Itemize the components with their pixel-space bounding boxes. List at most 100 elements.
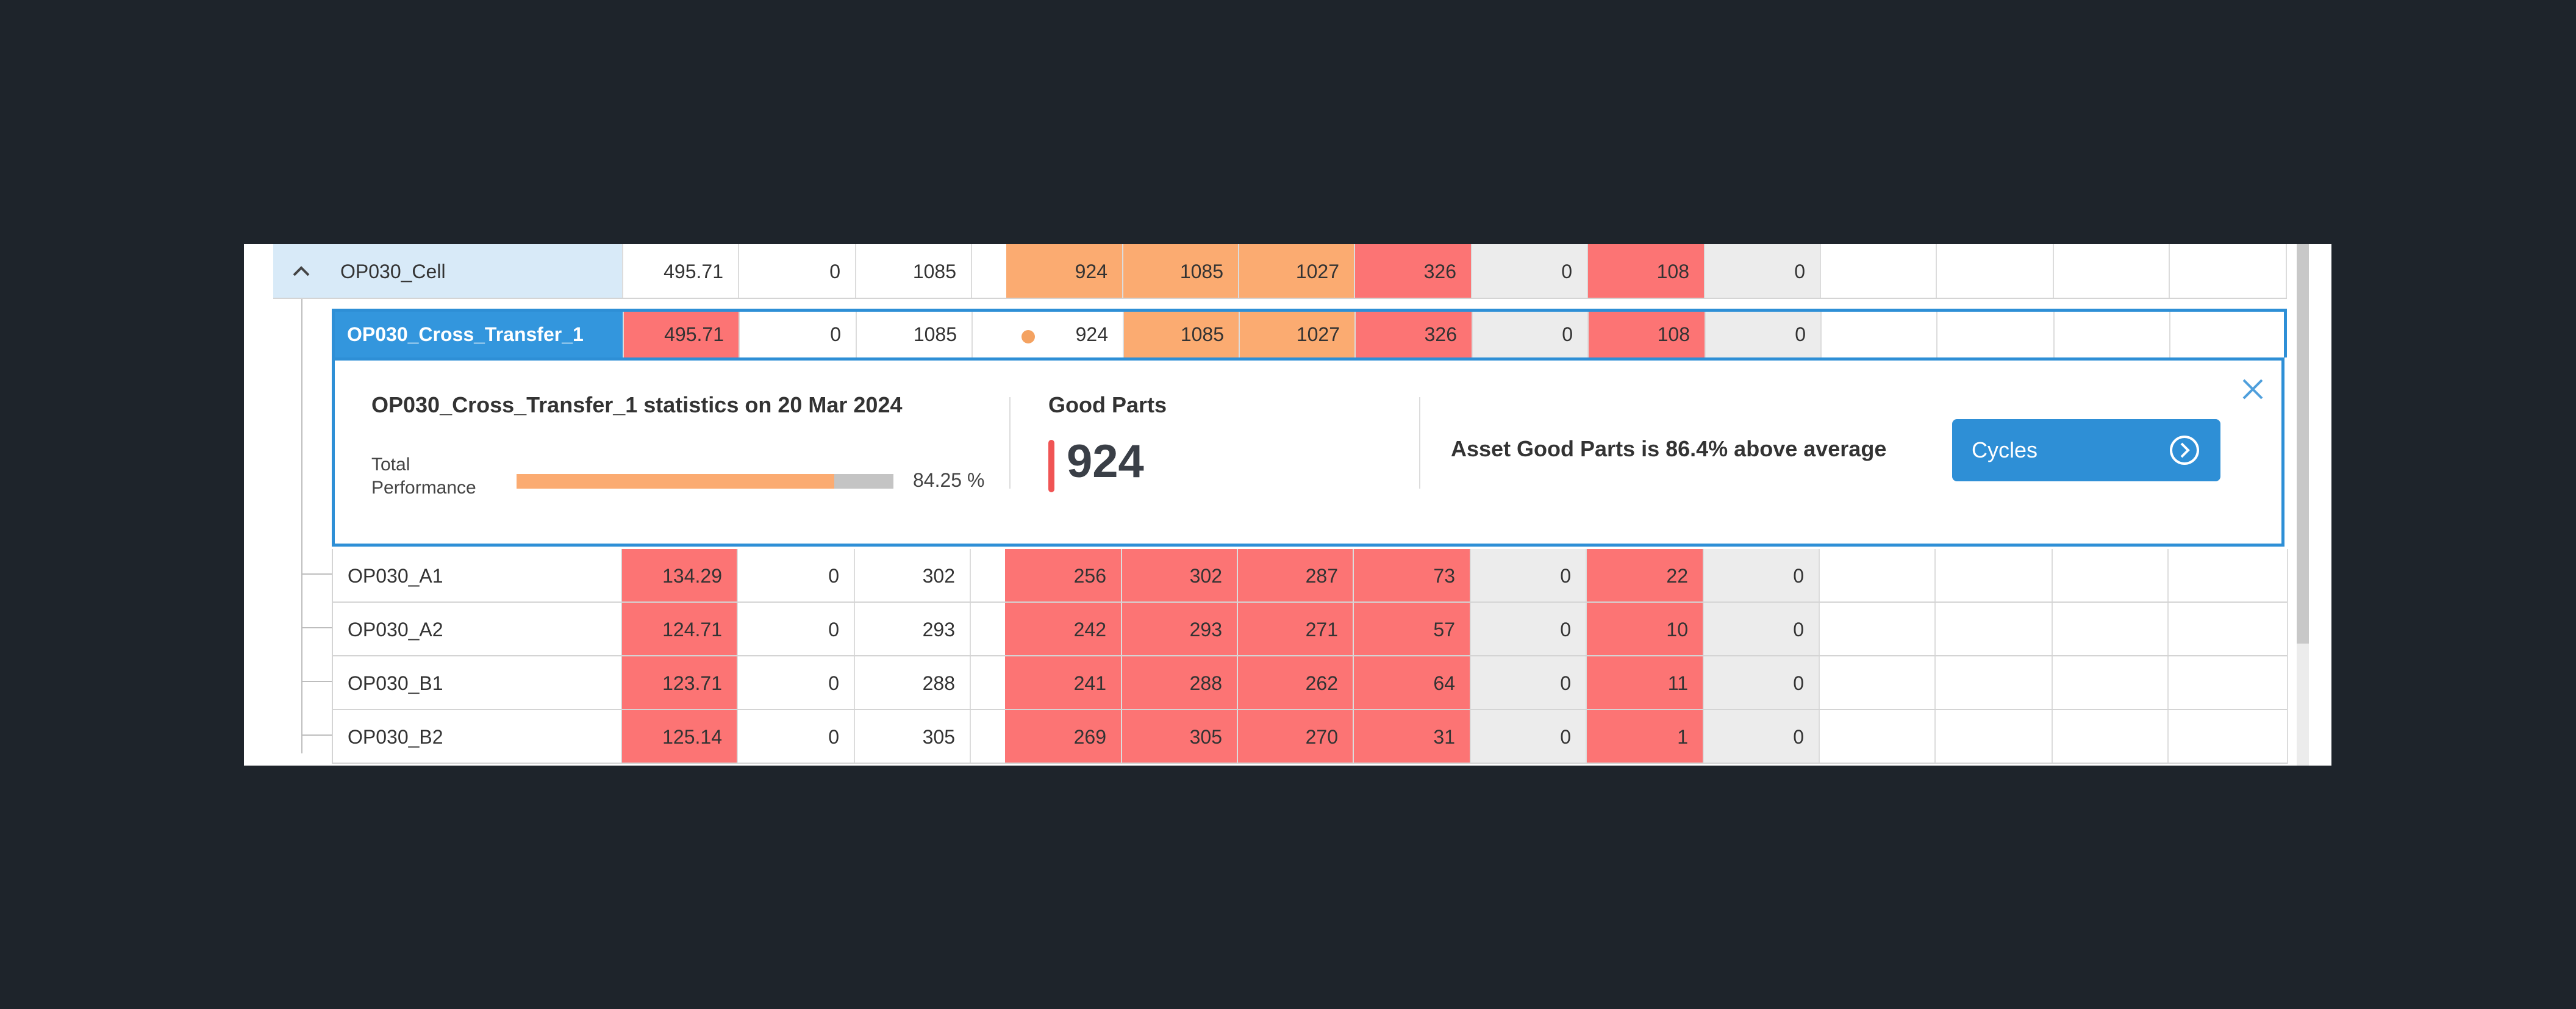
value-cell: 22 — [1587, 549, 1704, 603]
row-divider — [273, 298, 2287, 299]
detail-divider — [1419, 397, 1420, 489]
value-cell: 64 — [1354, 656, 1471, 710]
value-cell: 0 — [1473, 312, 1589, 357]
table-row[interactable]: OP030_A2 124.71 0 293 242 293 271 57 0 10 0 — [332, 603, 2288, 656]
good-parts-label: Good Parts — [1048, 392, 1167, 417]
performance-value: 84.25 % — [913, 469, 985, 491]
assets-table-panel: OP030_Cell 495.71 0 1085 924 1085 1027 3… — [244, 244, 2331, 766]
value-cell: 924 — [1006, 244, 1123, 299]
value-cell — [1822, 312, 1937, 357]
value-cell: 293 — [855, 603, 971, 656]
value-cell: 123.71 — [622, 656, 738, 710]
table-row[interactable]: OP030_A1 134.29 0 302 256 302 287 73 0 22 0 — [332, 549, 2288, 603]
value-text: 924 — [1075, 323, 1108, 345]
value-cell: 73 — [1354, 549, 1471, 603]
value-cell: 108 — [1589, 312, 1706, 357]
cycles-button[interactable]: Cycles — [1952, 419, 2220, 481]
value-cell: 302 — [1122, 549, 1238, 603]
value-cell — [2053, 710, 2169, 764]
asset-detail-panel: OP030_Cross_Transfer_1 statistics on 20 … — [332, 357, 2284, 547]
value-cell — [1820, 656, 1936, 710]
value-cell: 270 — [1238, 710, 1354, 764]
tree-branch — [301, 734, 332, 736]
table-row-selected[interactable]: OP030_Cross_Transfer_1 495.71 0 1085 924… — [332, 309, 2287, 357]
table-row[interactable]: OP030_B1 123.71 0 288 241 288 262 64 0 11 0 — [332, 656, 2288, 710]
row-divider — [333, 655, 2287, 656]
value-cell: 1085 — [1124, 312, 1240, 357]
value-cell — [1936, 656, 2053, 710]
value-cell — [2055, 312, 2170, 357]
value-cell: 0 — [1472, 244, 1588, 299]
value-cell — [2053, 656, 2169, 710]
value-cell: 10 — [1587, 603, 1704, 656]
value-cell: 31 — [1354, 710, 1471, 764]
value-cell: 0 — [1471, 603, 1587, 656]
value-cell: 1085 — [856, 244, 972, 299]
value-cell: 0 — [738, 710, 855, 764]
detail-title: OP030_Cross_Transfer_1 statistics on 20 … — [371, 392, 903, 417]
asset-name-cell[interactable]: OP030_B1 — [333, 656, 622, 710]
value-cell — [1937, 244, 2054, 299]
value-cell: 0 — [1706, 312, 1822, 357]
table-row-parent[interactable]: OP030_Cell 495.71 0 1085 924 1085 1027 3… — [273, 244, 2287, 299]
value-cell: 0 — [738, 603, 855, 656]
value-cell: 11 — [1587, 656, 1704, 710]
collapse-toggle[interactable] — [289, 259, 313, 284]
value-cell — [1936, 549, 2053, 603]
value-cell: 305 — [1122, 710, 1238, 764]
asset-name-cell[interactable]: OP030_B2 — [333, 710, 622, 764]
value-cell: 1027 — [1240, 312, 1356, 357]
value-cell: 0 — [1471, 710, 1587, 764]
asset-name-cell[interactable]: OP030_A1 — [333, 549, 622, 603]
value-cell: 134.29 — [622, 549, 738, 603]
asset-name-cell[interactable]: OP030_A2 — [333, 603, 622, 656]
value-cell — [1937, 312, 2055, 357]
value-cell: 326 — [1355, 244, 1472, 299]
value-cell: 495.71 — [623, 244, 739, 299]
asset-name: OP030_Cell — [340, 260, 446, 282]
value-cell: 124.71 — [622, 603, 738, 656]
value-cell — [1936, 710, 2053, 764]
asset-name-cell[interactable]: OP030_Cross_Transfer_1 — [335, 312, 624, 357]
value-cell: 108 — [1588, 244, 1705, 299]
row-divider — [333, 763, 2287, 764]
value-cell — [2053, 549, 2169, 603]
status-dot — [1021, 330, 1035, 343]
value-cell: 288 — [1122, 656, 1238, 710]
value-cell: 269 — [1005, 710, 1122, 764]
value-cell: 125.14 — [622, 710, 738, 764]
row-divider — [333, 601, 2287, 603]
close-icon[interactable] — [2240, 376, 2266, 402]
insight-text: Asset Good Parts is 86.4% above average — [1451, 436, 1887, 461]
value-cell: 0 — [1704, 603, 1820, 656]
good-parts-value: 924 — [1067, 436, 1144, 487]
value-cell — [2054, 244, 2170, 299]
value-cell: 271 — [1238, 603, 1354, 656]
value-cell: 242 — [1005, 603, 1122, 656]
asset-name-cell[interactable]: OP030_Cell — [273, 244, 623, 299]
value-cell — [2053, 603, 2169, 656]
value-cell — [2169, 710, 2288, 764]
scrollbar-thumb[interactable] — [2297, 244, 2309, 644]
value-cell: 305 — [855, 710, 971, 764]
value-cell — [1820, 549, 1936, 603]
value-cell — [2170, 244, 2287, 299]
total-performance-label: Total Performance — [371, 453, 476, 500]
value-cell: 0 — [740, 312, 857, 357]
value-cell: 256 — [1005, 549, 1122, 603]
detail-divider — [1009, 397, 1011, 489]
value-cell: 1085 — [857, 312, 973, 357]
value-cell: 0 — [1704, 549, 1820, 603]
tree-branch — [301, 573, 332, 575]
asset-name: OP030_Cross_Transfer_1 — [347, 323, 584, 345]
performance-bar-fill — [517, 474, 834, 489]
value-cell — [1936, 603, 2053, 656]
value-cell: 924 — [1007, 312, 1124, 357]
value-cell: 302 — [855, 549, 971, 603]
table-row[interactable]: OP030_B2 125.14 0 305 269 305 270 31 0 1 0 — [332, 710, 2288, 764]
value-cell: 241 — [1005, 656, 1122, 710]
value-cell: 0 — [1471, 656, 1587, 710]
chevron-up-icon — [293, 266, 310, 276]
value-cell: 0 — [1705, 244, 1821, 299]
cycles-button-label: Cycles — [1972, 437, 2038, 462]
